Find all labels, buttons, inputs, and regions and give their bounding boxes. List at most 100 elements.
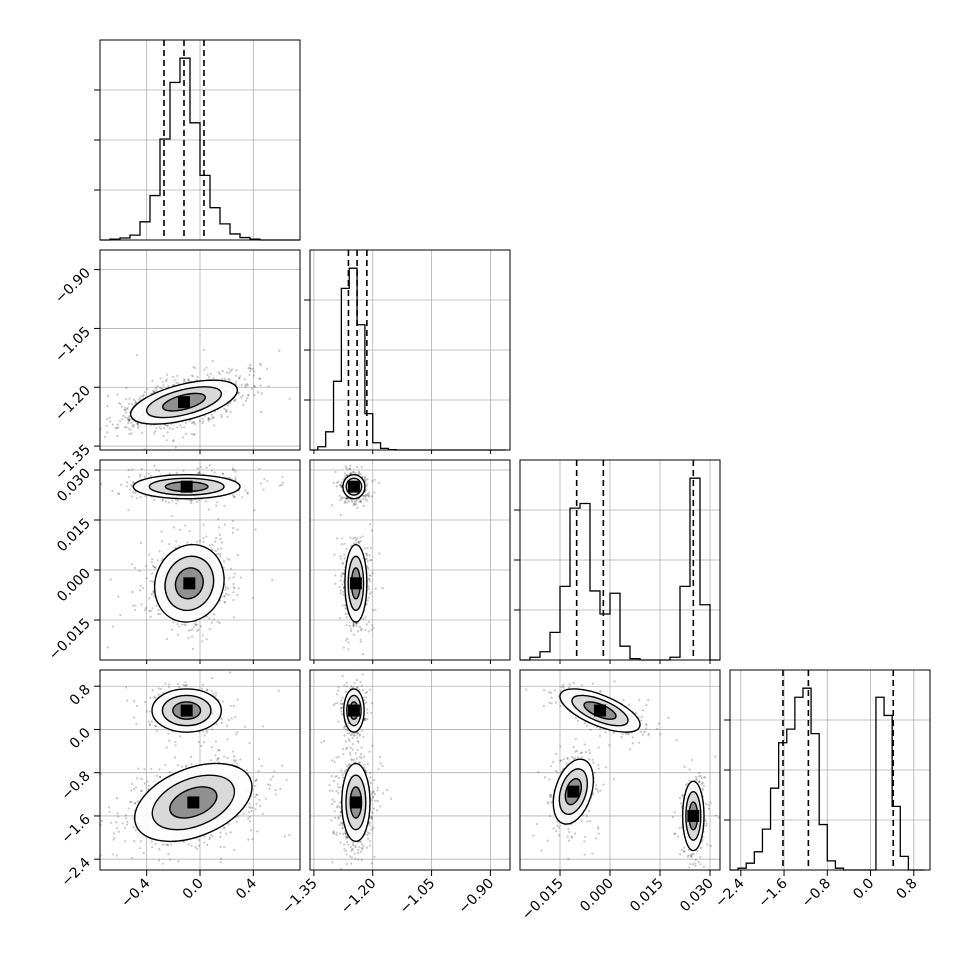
- pair-panel-p0-p3: [99, 669, 301, 871]
- density-peak: [180, 704, 193, 717]
- histogram-step-p3: [730, 687, 925, 871]
- sample-point: [132, 491, 135, 494]
- sample-point: [365, 623, 368, 626]
- sample-point: [336, 537, 339, 540]
- sample-point: [213, 424, 216, 427]
- sample-point: [154, 430, 157, 433]
- sample-point: [365, 485, 368, 488]
- sample-point: [131, 590, 134, 594]
- sample-point: [148, 724, 151, 727]
- sample-point: [251, 568, 254, 572]
- sample-point: [350, 627, 353, 630]
- sample-point: [138, 569, 141, 573]
- sample-point: [187, 378, 190, 381]
- sample-point: [165, 439, 168, 442]
- sample-point: [358, 472, 361, 475]
- sample-point: [369, 574, 372, 577]
- sample-point: [157, 608, 160, 612]
- sample-point: [339, 513, 342, 516]
- sample-point: [239, 396, 243, 399]
- sample-point: [138, 589, 142, 592]
- sample-point: [252, 374, 256, 377]
- sample-point: [138, 398, 141, 401]
- sample-point: [217, 526, 221, 529]
- sample-point: [356, 537, 359, 540]
- sample-point: [358, 500, 361, 503]
- sample-point: [168, 683, 171, 686]
- sample-point: [210, 689, 213, 693]
- sample-point: [124, 411, 128, 414]
- sample-point: [113, 836, 116, 839]
- sample-point: [129, 418, 132, 421]
- sample-point: [109, 420, 112, 423]
- sample-point: [128, 397, 131, 400]
- sample-point: [366, 547, 369, 550]
- sample-point: [335, 481, 338, 484]
- sample-point: [139, 541, 143, 544]
- sample-point: [338, 494, 341, 497]
- pair-panel-p0-p2: [96, 459, 301, 661]
- sample-point: [224, 410, 228, 414]
- sample-point: [128, 419, 131, 422]
- sample-point: [360, 466, 363, 469]
- sample-point: [156, 385, 159, 388]
- sample-point: [266, 479, 269, 483]
- sample-point: [123, 408, 126, 412]
- sample-point: [165, 746, 168, 749]
- sample-point: [271, 578, 274, 581]
- sample-point: [207, 375, 211, 379]
- sample-point: [227, 378, 230, 381]
- sample-point: [105, 424, 108, 427]
- sample-point: [198, 539, 202, 543]
- sample-point: [143, 391, 147, 394]
- sample-point: [352, 504, 355, 507]
- sample-point: [234, 399, 237, 402]
- sample-point: [246, 384, 249, 387]
- sample-point: [347, 641, 350, 644]
- sample-point: [369, 559, 372, 562]
- sample-point: [215, 723, 218, 726]
- pair-frame: [309, 459, 511, 661]
- sample-point: [233, 468, 236, 472]
- sample-point: [196, 629, 199, 632]
- sample-point: [151, 564, 155, 568]
- sample-point: [111, 625, 114, 628]
- sample-point: [356, 677, 358, 679]
- sample-point: [365, 553, 368, 556]
- sample-point: [229, 402, 232, 405]
- sample-point: [354, 536, 357, 539]
- sample-point: [34, 421, 36, 423]
- sample-point: [116, 393, 119, 396]
- sample-point: [96, 473, 98, 475]
- sample-point: [251, 596, 255, 600]
- sample-point: [155, 469, 158, 472]
- sample-point: [226, 738, 229, 741]
- sample-point: [120, 483, 123, 486]
- sample-point: [201, 634, 205, 637]
- sample-point: [117, 426, 120, 429]
- sample-point: [195, 378, 198, 382]
- sample-point: [365, 494, 368, 497]
- sample-point: [233, 495, 236, 498]
- sample-point: [205, 535, 208, 538]
- sample-point: [176, 426, 179, 429]
- sample-point: [209, 372, 212, 376]
- sample-point: [176, 682, 180, 685]
- sample-point: [119, 402, 122, 406]
- sample-point: [175, 540, 178, 543]
- sample-point: [201, 683, 205, 686]
- sample-point: [232, 399, 236, 402]
- sample-point: [150, 593, 153, 596]
- sample-point: [281, 481, 284, 484]
- sample-point: [222, 560, 226, 563]
- sample-point: [213, 471, 216, 474]
- sample-point: [205, 731, 208, 734]
- sample-point: [193, 422, 197, 426]
- sample-point: [228, 371, 231, 374]
- sample-point: [260, 482, 263, 485]
- sample-point: [190, 432, 193, 436]
- sample-point: [198, 420, 201, 423]
- sample-point: [136, 426, 140, 430]
- sample-point: [130, 432, 133, 435]
- sample-point: [131, 481, 135, 484]
